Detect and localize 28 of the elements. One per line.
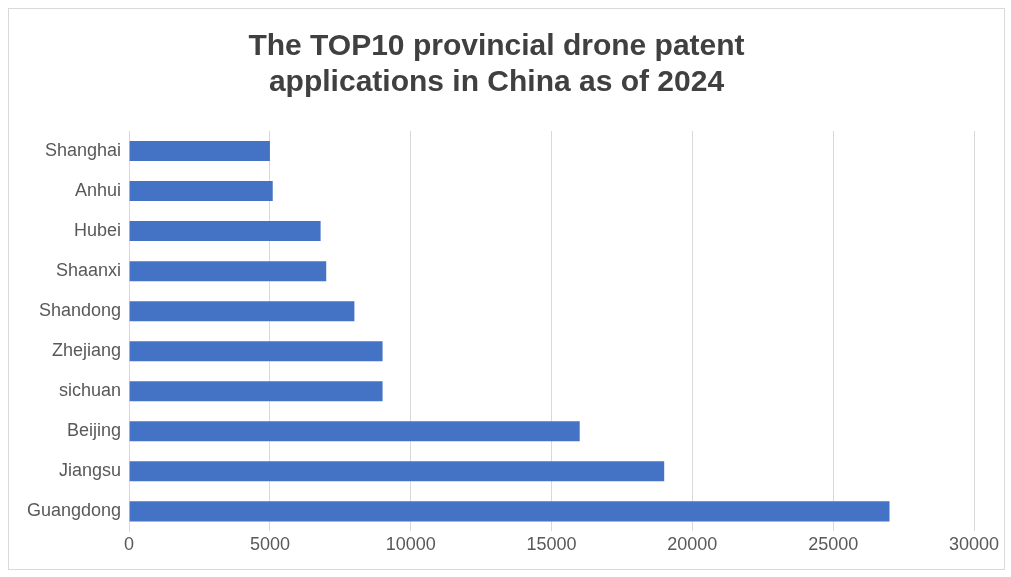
- bar: [129, 221, 321, 242]
- bar: [129, 301, 355, 322]
- y-tick-label: Zhejiang: [52, 340, 122, 361]
- y-tick-label: sichuan: [59, 380, 122, 401]
- bar: [129, 181, 273, 202]
- x-tick-label: 5000: [249, 534, 290, 555]
- x-tick-label: 25000: [808, 534, 859, 555]
- y-tick-label: Beijing: [67, 420, 122, 441]
- x-tick-label: 0: [124, 534, 135, 555]
- y-tick-label: Shandong: [38, 300, 122, 321]
- y-tick-label: Anhui: [75, 180, 122, 201]
- bar: [129, 141, 270, 162]
- bar: [129, 421, 580, 442]
- bar: [129, 261, 327, 282]
- y-tick-label: Shaanxi: [56, 260, 122, 281]
- x-tick-label: 10000: [385, 534, 436, 555]
- bar: [129, 461, 665, 482]
- chart-title: The TOP10 provincial drone patent applications in China as of 2024: [248, 28, 745, 98]
- y-tick-label: Shanghai: [45, 139, 122, 160]
- y-tick-label: Hubei: [74, 220, 122, 241]
- y-tick-label: Guangdong: [26, 500, 122, 521]
- bar: [129, 501, 890, 522]
- x-tick-label: 15000: [526, 534, 577, 555]
- x-tick-label: 30000: [948, 534, 1000, 555]
- y-tick-label: Jiangsu: [59, 460, 122, 481]
- x-tick-label: 20000: [667, 534, 718, 555]
- bar: [129, 341, 383, 362]
- bar: [129, 381, 383, 402]
